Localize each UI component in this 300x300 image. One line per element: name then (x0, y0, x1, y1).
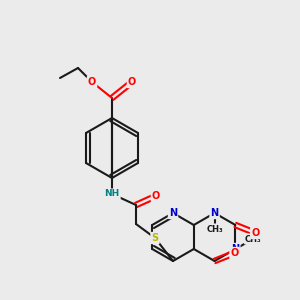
Text: O: O (251, 228, 260, 238)
Text: N: N (169, 208, 177, 218)
Text: S: S (152, 233, 159, 243)
Text: CH₃: CH₃ (245, 235, 262, 244)
Text: N: N (211, 208, 219, 218)
Text: N: N (231, 244, 239, 254)
Text: O: O (128, 77, 136, 87)
Text: NH: NH (104, 190, 120, 199)
Text: O: O (230, 248, 239, 258)
Text: CH₃: CH₃ (206, 224, 223, 233)
Text: O: O (152, 191, 160, 201)
Text: O: O (88, 77, 96, 87)
